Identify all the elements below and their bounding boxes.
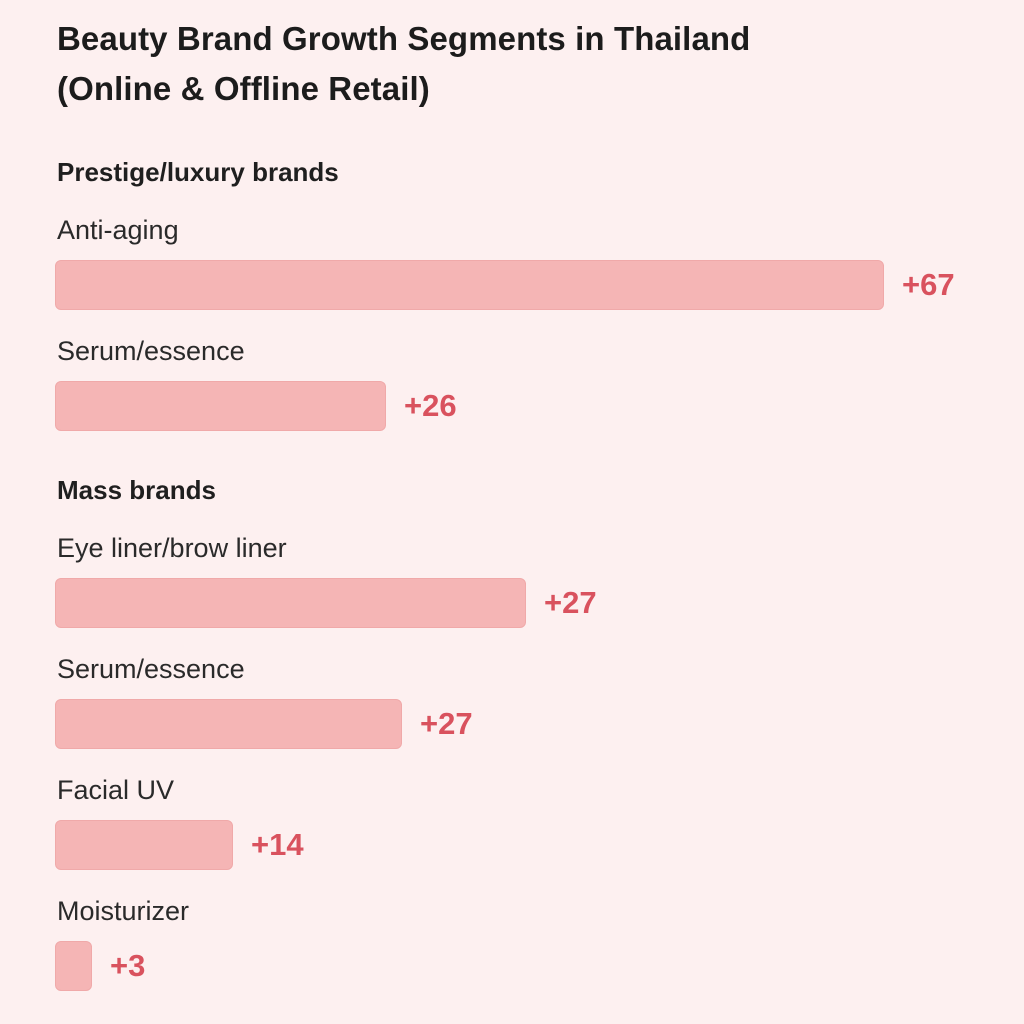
bar bbox=[55, 381, 386, 431]
chart-title: Beauty Brand Growth Segments in Thailand… bbox=[57, 14, 957, 114]
category-label: Serum/essence bbox=[57, 336, 245, 366]
value-label: +67 bbox=[902, 267, 955, 302]
value-label: +27 bbox=[420, 706, 473, 741]
category-label: Facial UV bbox=[57, 775, 175, 805]
bar bbox=[55, 699, 402, 749]
bar bbox=[55, 578, 526, 628]
value-label: +14 bbox=[251, 827, 304, 862]
value-label: +27 bbox=[544, 585, 597, 620]
bar bbox=[55, 820, 233, 870]
category-label: Anti-aging bbox=[57, 215, 179, 245]
chart-title-line: Beauty Brand Growth Segments in Thailand bbox=[57, 20, 751, 57]
chart-subtitle-line: (Online & Offline Retail) bbox=[57, 70, 430, 107]
category-label: Eye liner/brow liner bbox=[57, 533, 287, 563]
bar bbox=[55, 941, 92, 991]
group-title: Prestige/luxury brands bbox=[57, 157, 339, 187]
group-title: Mass brands bbox=[57, 475, 216, 505]
bar bbox=[55, 260, 884, 310]
value-label: +26 bbox=[404, 388, 457, 423]
category-label: Moisturizer bbox=[57, 896, 190, 926]
value-label: +3 bbox=[110, 948, 146, 983]
category-label: Serum/essence bbox=[57, 654, 245, 684]
